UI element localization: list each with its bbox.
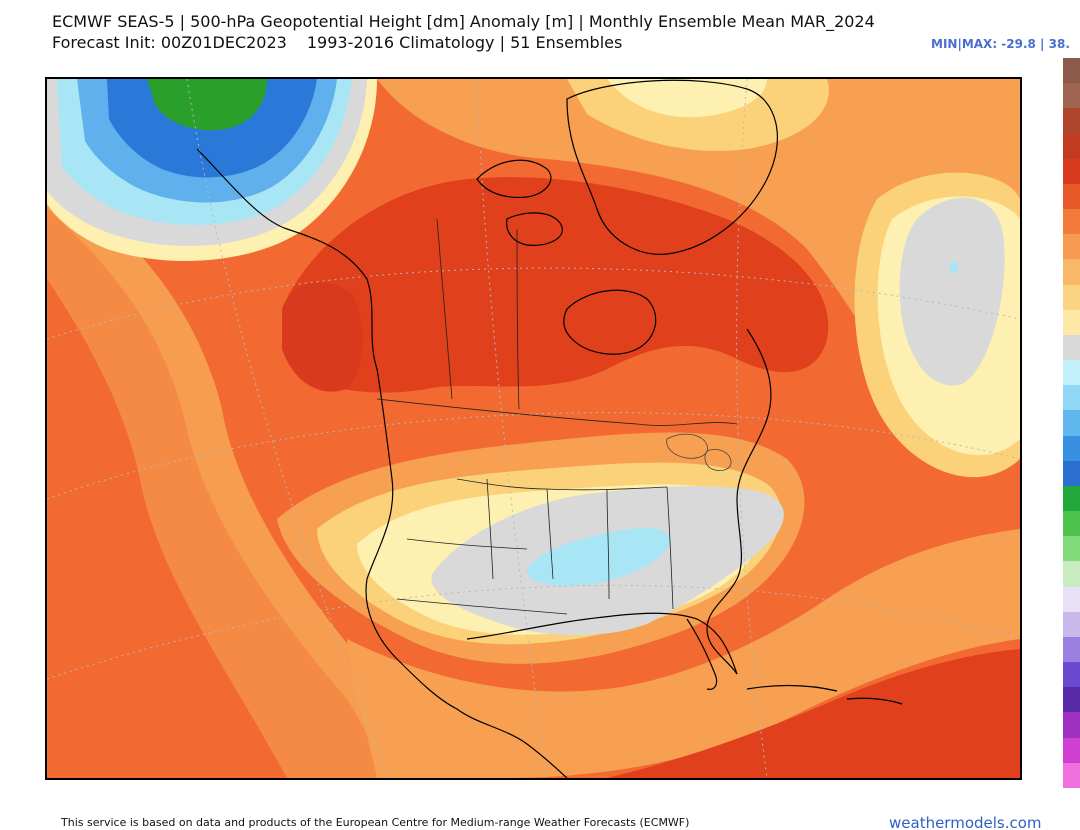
colorbar-segment — [1063, 133, 1080, 160]
colorbar-segment — [1063, 334, 1080, 361]
colorbar-segment — [1063, 309, 1080, 336]
caribbean-strong-positive — [607, 649, 1020, 778]
anomaly-map — [45, 77, 1022, 780]
band-gulf-moderate — [347, 529, 1020, 778]
atlantic-neutral-zone — [899, 197, 1005, 386]
colorbar-segment — [1063, 209, 1080, 235]
colorbar-segment — [1063, 662, 1080, 688]
colorbar-segment — [1063, 183, 1080, 210]
colorbar-segment — [1063, 762, 1080, 789]
npac-very-negative — [147, 79, 267, 131]
colorbar-segment — [1063, 485, 1080, 512]
map-canvas — [47, 79, 1020, 778]
map-title: ECMWF SEAS-5 | 500-hPa Geopotential Heig… — [52, 12, 875, 31]
colorbar-segment — [1063, 611, 1080, 638]
climatology-info: 1993-2016 Climatology | 51 Ensembles — [306, 33, 623, 52]
canada-strong-positive — [282, 177, 829, 393]
footer-brand-link[interactable]: weathermodels.com — [889, 814, 1042, 830]
colorbar-segment — [1063, 511, 1080, 537]
colorbar-segment — [1063, 435, 1080, 462]
forecast-init: Forecast Init: 00Z01DEC2023 — [52, 33, 287, 52]
us-slight-negative — [526, 528, 671, 586]
colorbar-segment — [1063, 385, 1080, 411]
borders — [376, 218, 738, 615]
colorbar-segment — [1063, 108, 1080, 135]
min-max-readout: MIN|MAX: -29.8 | 38. — [931, 37, 1070, 51]
colorbar-segment — [1063, 58, 1080, 84]
graticule — [47, 79, 1020, 778]
pacific-strong-positive — [282, 282, 363, 392]
coastlines — [196, 79, 903, 778]
band-west-deep — [47, 279, 287, 778]
colorbar — [1063, 58, 1080, 789]
colorbar-segment — [1063, 712, 1080, 739]
great-lakes — [666, 433, 732, 471]
colorbar-segment — [1063, 83, 1080, 109]
colorbar-segment — [1063, 410, 1080, 437]
colorbar-segment — [1063, 360, 1080, 386]
colorbar-segment — [1063, 284, 1080, 311]
colorbar-segment — [1063, 586, 1080, 613]
map-subtitle: Forecast Init: 00Z01DEC2023 1993-2016 Cli… — [52, 34, 622, 52]
colorbar-segment — [1063, 687, 1080, 713]
colorbar-segment — [1063, 737, 1080, 764]
footer-credit: This service is based on data and produc… — [61, 816, 690, 829]
atlantic-small-negative — [950, 261, 959, 274]
colorbar-segment — [1063, 561, 1080, 588]
band-greenland-slight — [607, 79, 767, 118]
colorbar-segment — [1063, 536, 1080, 562]
colorbar-segment — [1063, 636, 1080, 663]
colorbar-segment — [1063, 259, 1080, 286]
band-north-moderate — [377, 79, 1020, 410]
colorbar-segment — [1063, 234, 1080, 260]
colorbar-segment — [1063, 460, 1080, 487]
colorbar-segment — [1063, 158, 1080, 185]
